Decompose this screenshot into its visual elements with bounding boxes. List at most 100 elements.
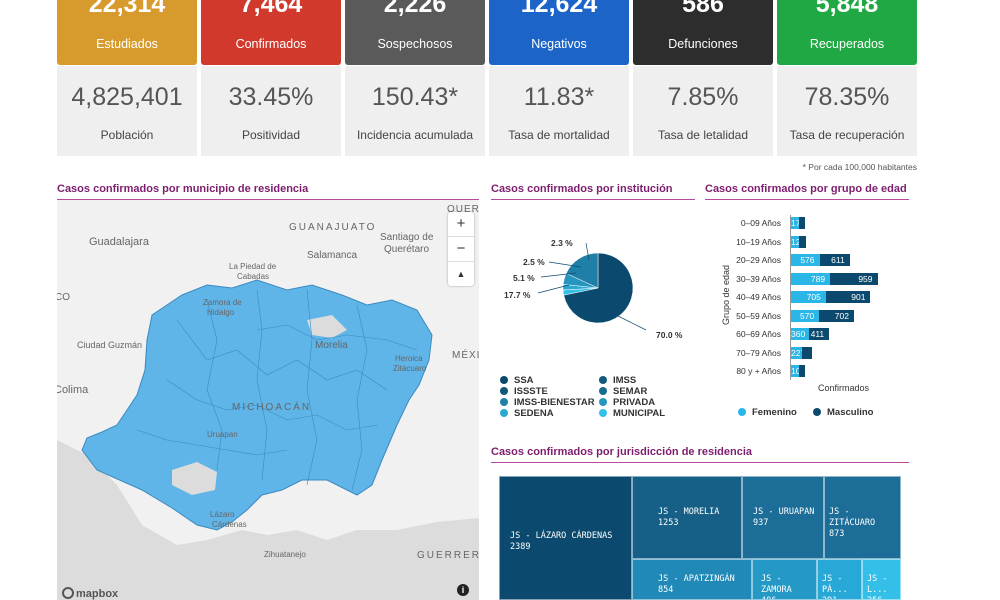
card-confirmados: 7,464 Confirmados (201, 0, 341, 65)
legend-item-sedena[interactable]: SEDENA (500, 408, 554, 419)
legend-item-masculino[interactable]: Masculino (813, 407, 873, 418)
card-defunciones: 586 Defunciones (633, 0, 773, 65)
female-bar[interactable]: 705 (791, 291, 826, 303)
map-label: Zamora de (203, 298, 242, 307)
footnote: * Por cada 100,000 habitantes (802, 162, 917, 172)
card-value: 7,464 (239, 0, 303, 18)
card-value: 12,624 (520, 0, 598, 18)
legend-item-femenino[interactable]: Femenino (738, 407, 797, 418)
legend-dot (599, 409, 607, 417)
stat-positividad: 33.45% Positividad (201, 66, 341, 156)
map-zoom-controls: + − ▲ (448, 212, 474, 286)
female-bar[interactable]: 570 (791, 309, 820, 322)
female-bar[interactable]: 17 (791, 217, 801, 229)
legend-item-semar[interactable]: SEMAR (599, 386, 647, 397)
legend-dot (500, 409, 508, 417)
legend-item-imss-bienestar[interactable]: IMSS-BIENESTAR (500, 397, 595, 408)
treemap-cell[interactable]: JS - ZITÁCUARO 873 (824, 476, 901, 559)
card-value: 2,226 (383, 0, 447, 18)
map-label: Guadalajara (89, 236, 149, 248)
female-bar[interactable]: 360 (791, 328, 809, 340)
map-section-title: Casos confirmados por municipio de resid… (57, 183, 479, 200)
map-label: Zihuatanejo (264, 550, 306, 559)
card-negativos: 12,624 Negativos (489, 0, 629, 65)
treemap-cell[interactable]: JS - MORELIA 1253 (632, 476, 742, 559)
mapbox-logo[interactable]: mapbox (62, 587, 118, 600)
treemap-cell[interactable]: JS - ZAMORA406 (752, 559, 817, 600)
legend-item-privada[interactable]: PRIVADA (599, 397, 655, 408)
stat-value: 4,825,401 (71, 83, 183, 111)
map-label: Zitácuaro (393, 364, 427, 373)
pie-label: 17.7 % (504, 290, 531, 300)
legend-dot (500, 387, 508, 395)
treemap-cell[interactable]: JS - LÁZARO CÁRDENAS 2389 (499, 476, 632, 600)
stat-label: Positividad (241, 128, 301, 142)
treemap-cell[interactable]: JS - L...256 (862, 559, 901, 600)
stat-incidencia: 150.43* Incidencia acumulada (345, 66, 485, 156)
map-label: Heroica (395, 354, 423, 363)
pie-slice[interactable] (563, 252, 634, 324)
legend-item-imss[interactable]: IMSS (599, 375, 636, 386)
female-bar[interactable]: 789 (791, 272, 831, 285)
zoom-in-button[interactable]: + (448, 212, 474, 237)
treemap-section-title: Casos confirmados por jurisdicción de re… (491, 446, 909, 463)
card-label: Confirmados (235, 37, 307, 51)
treemap-cell[interactable]: JS - APATZINGÁN 854 (632, 559, 752, 600)
male-bar[interactable]: 611 (819, 254, 850, 266)
treemap-cell[interactable]: JS - PÁ...291 (817, 559, 862, 600)
card-label: Recuperados (809, 37, 885, 51)
treemap-cell[interactable]: JS - URUAPAN 937 (742, 476, 824, 559)
age-category-label: 50–59 Años (736, 310, 781, 321)
stat-value: 11.83* (523, 83, 595, 111)
y-axis-label: Grupo de edad (721, 264, 731, 326)
ocean-shape (57, 440, 479, 600)
stat-value: 150.43* (371, 83, 459, 111)
compass-button[interactable]: ▲ (456, 269, 466, 279)
pie-slice[interactable] (565, 252, 599, 289)
stat-poblacion: 4,825,401 Población (57, 66, 197, 156)
map-label: Lázaro (210, 510, 235, 519)
female-bar[interactable]: 103 (791, 365, 805, 377)
female-bar[interactable]: 576 (791, 254, 820, 266)
zoom-out-button[interactable]: − (448, 237, 474, 262)
map-label: Hidalgo (207, 308, 235, 317)
male-bar[interactable] (799, 235, 806, 248)
stat-value: 78.35% (804, 83, 890, 111)
male-bar[interactable] (799, 217, 805, 229)
card-recuperados: 5,848 Recuperados (777, 0, 917, 65)
card-value: 22,314 (88, 0, 166, 18)
age-group-chart: Grupo de edad 0–09 Años 17 10–19 Años 127 20… (705, 205, 909, 435)
stat-label: Tasa de letalidad (657, 128, 749, 142)
pie-label: 5.1 % (513, 273, 535, 283)
map-canvas[interactable] (57, 200, 479, 600)
y-axis-line (790, 215, 791, 380)
card-label: Estudiados (96, 37, 158, 51)
male-bar[interactable] (802, 346, 813, 359)
stat-label: Tasa de mortalidad (508, 128, 610, 142)
age-section-title: Casos confirmados por grupo de edad (705, 183, 909, 200)
male-bar[interactable]: 411 (808, 328, 830, 340)
legend-item-ssa[interactable]: SSA (500, 375, 534, 386)
age-category-label: 80 y + Años (736, 366, 781, 376)
card-label: Defunciones (668, 37, 738, 51)
map-label: La Piedad de (229, 262, 277, 271)
male-bar[interactable] (799, 365, 805, 377)
legend-item-issste[interactable]: ISSSTE (500, 386, 548, 397)
pie-label: 2.3 % (551, 238, 573, 248)
male-bar[interactable]: 901 (825, 291, 871, 303)
map-label: Salamanca (307, 250, 358, 261)
stat-mortalidad: 11.83* Tasa de mortalidad (489, 66, 629, 156)
legend-item-municipal[interactable]: MUNICIPAL (599, 408, 665, 419)
female-bar[interactable]: 227 (791, 346, 806, 359)
age-category-label: 10–19 Años (736, 236, 781, 247)
municipality-map[interactable]: GUANAJUATO QUERE Guadalajara Salamanca S… (57, 200, 479, 600)
female-bar[interactable]: 127 (791, 235, 805, 248)
card-value: 5,848 (815, 0, 879, 18)
jurisdiction-treemap: JS - LÁZARO CÁRDENAS 2389 JS - MORELIA 125… (499, 476, 901, 600)
male-bar[interactable]: 959 (830, 272, 878, 285)
male-bar[interactable]: 702 (819, 309, 854, 322)
municipality-borders (136, 289, 418, 491)
info-icon[interactable]: i (457, 584, 469, 596)
legend-dot (599, 387, 607, 395)
legend-dot (500, 398, 508, 406)
